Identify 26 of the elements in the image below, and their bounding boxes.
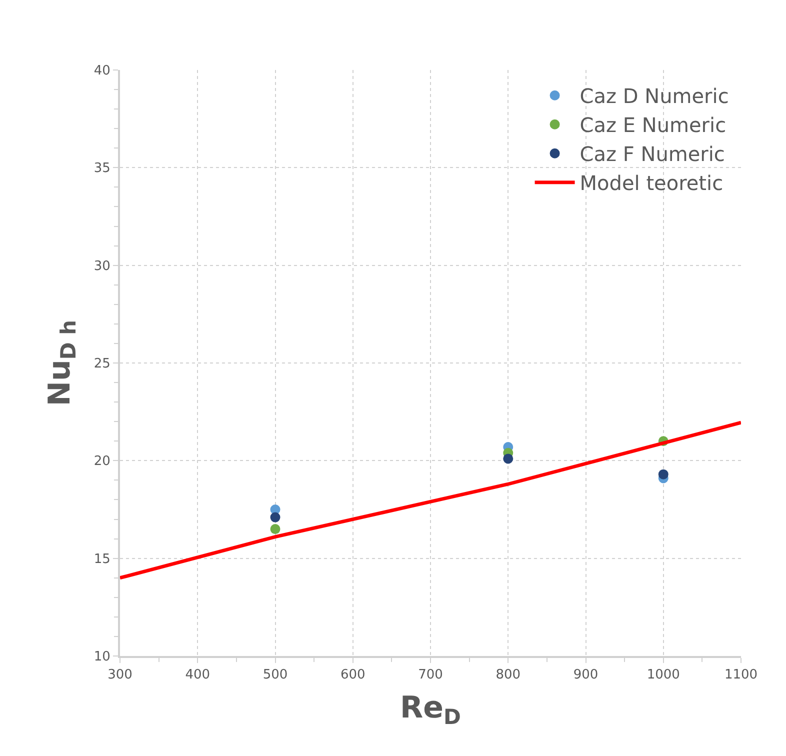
y-tick-label: 25	[94, 356, 110, 372]
y-tick-label: 30	[94, 258, 110, 274]
line-series	[120, 420, 741, 580]
point	[503, 454, 514, 464]
point	[270, 512, 280, 522]
x-tick-label: 700	[418, 668, 443, 683]
x-tick-label: 600	[340, 668, 366, 683]
y-tick-label: 35	[94, 161, 110, 176]
y-tick-label: 15	[94, 552, 110, 567]
x-tick-label: 500	[262, 668, 288, 683]
point	[270, 524, 280, 534]
x-axis-title: Re$_{D}$	[400, 690, 461, 729]
legend-label: Caz F Numeric	[580, 142, 725, 166]
legend-label: Model teoretic	[580, 171, 724, 196]
y-tick-label: 10	[94, 650, 110, 665]
y-tick-label: 40	[94, 64, 110, 79]
y-tick-label: 20	[94, 454, 110, 470]
x-tick-label: 1100	[724, 668, 758, 683]
x-tick-label: 1000	[646, 668, 680, 683]
x-tick-label: 800	[496, 668, 521, 683]
x-tick-label: 300	[108, 668, 132, 683]
point	[658, 469, 668, 480]
legend-label: Caz E Numeric	[580, 113, 726, 138]
x-tick-label: 400	[185, 668, 210, 683]
legend-label: Caz D Numeric	[580, 84, 729, 108]
x-tick-label: 900	[573, 668, 598, 683]
